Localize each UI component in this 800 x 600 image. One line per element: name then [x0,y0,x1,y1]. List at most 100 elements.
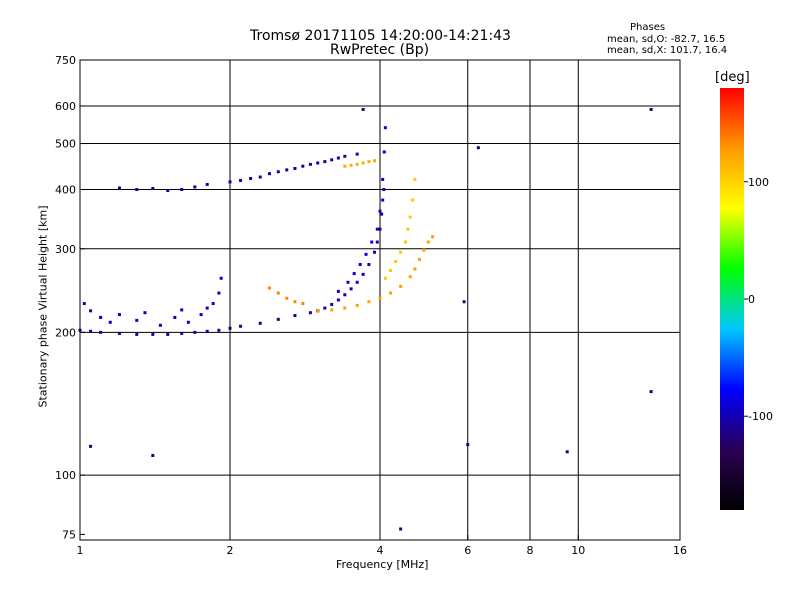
y-axis-ticks: 75 100 200 300 400 500 600 750 [55,54,85,541]
data-points [78,107,653,531]
data-point [336,298,340,302]
x-tick-label: 16 [673,544,687,557]
x-tick-label: 8 [527,544,534,557]
data-point [422,248,426,252]
data-point [193,185,197,189]
data-point [382,188,386,192]
data-point [108,320,112,324]
data-point [381,177,385,181]
data-point [205,329,209,333]
data-point [383,276,387,280]
data-point [166,189,170,193]
y-tick-label: 400 [55,184,76,197]
data-point [380,212,384,216]
data-point [143,311,147,315]
data-point [378,209,382,213]
legend-line-o: mean, sd,O: -82.7, 16.5 [607,34,726,45]
data-point [219,276,223,280]
data-point [373,250,377,254]
data-point [293,300,297,304]
data-point [193,330,197,334]
data-point [406,227,410,231]
x-tick-label: 2 [227,544,234,557]
data-point [276,317,280,321]
data-point [258,321,262,325]
data-point [358,262,362,266]
data-point [399,527,403,531]
colorbar-tick-label: 0 [748,293,755,306]
data-point [378,227,382,231]
data-point [403,240,407,244]
data-point [199,313,203,317]
data-point [399,284,403,288]
data-point [89,329,93,333]
data-point [426,240,430,244]
data-point [330,308,334,312]
data-point [346,280,350,284]
y-tick-label: 600 [55,100,76,113]
data-point [117,331,121,335]
data-point [411,198,415,202]
data-point [431,235,435,239]
data-point [355,152,359,156]
data-point [330,302,334,306]
data-point [228,180,232,184]
data-point [301,164,305,168]
data-point [476,146,480,150]
data-point [135,188,139,192]
data-point [301,302,305,306]
data-point [413,267,417,271]
data-point [383,126,387,130]
data-point [336,156,340,160]
data-point [399,250,403,254]
data-point [373,159,377,163]
x-tick-label: 10 [571,544,585,557]
data-point [151,186,155,190]
data-point [367,160,371,164]
data-point [343,306,347,310]
data-point [239,178,243,182]
data-point [217,328,221,332]
data-point [361,161,365,165]
data-point [382,150,386,154]
data-point [166,332,170,336]
data-point [343,154,347,158]
colorbar-label: [deg] [715,70,750,85]
data-point [89,309,93,313]
data-point [361,272,365,276]
data-point [316,309,320,313]
data-point [408,275,412,279]
colorbar-tick-label: 100 [748,176,769,189]
data-point [258,175,262,179]
data-point [565,450,569,454]
data-point [267,286,271,290]
data-point [308,311,312,315]
y-tick-label: 500 [55,138,76,151]
data-point [180,308,184,312]
data-point [78,328,82,332]
data-point [308,162,312,166]
y-tick-label: 750 [55,54,76,67]
data-point [417,257,421,261]
x-tick-label: 1 [77,544,84,557]
colorbar-gradient [720,88,744,510]
data-point [135,332,139,336]
data-point [249,176,253,180]
data-point [99,330,103,334]
data-point [355,162,359,166]
data-point [336,289,340,293]
legend-line-x: mean, sd,X: 101.7, 16.4 [607,45,728,56]
legend-title: Phases [630,22,666,33]
data-point [89,444,93,448]
data-point [285,168,289,172]
grid-lines [80,60,680,540]
data-point [205,306,209,310]
data-point [117,186,121,190]
data-point [649,390,653,394]
data-point [361,107,365,111]
y-tick-label: 75 [62,528,76,541]
data-point [173,315,177,319]
data-point [649,107,653,111]
x-axis-label: Frequency [MHz] [336,558,429,571]
